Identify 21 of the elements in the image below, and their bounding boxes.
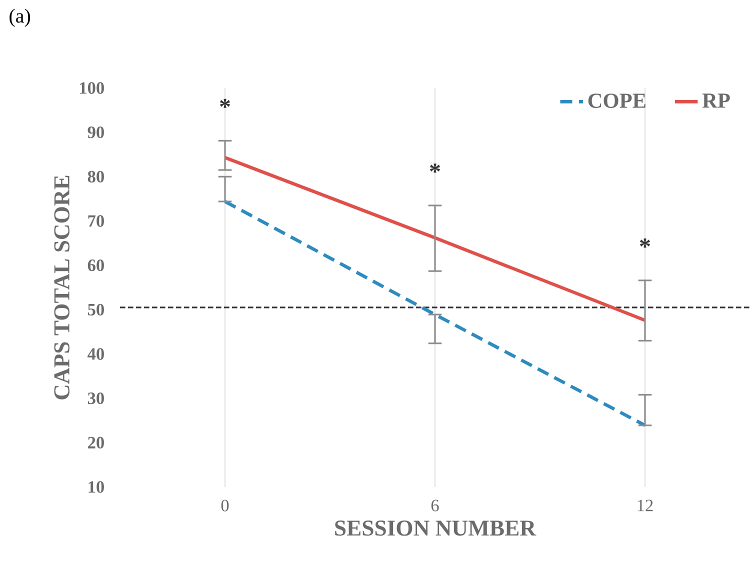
y-tick-label: 100	[80, 82, 104, 94]
y-tick-label: 30	[88, 392, 104, 404]
x-axis-title: SESSION NUMBER	[335, 520, 536, 536]
x-tick-label: 0	[221, 500, 229, 512]
annotation: *	[220, 98, 230, 108]
legend-label: COPE	[588, 94, 646, 108]
y-tick-label: 40	[88, 348, 104, 360]
y-tick-label: 80	[88, 170, 104, 183]
x-tick-label: 12	[638, 500, 653, 512]
y-tick-label: 20	[88, 436, 104, 448]
y-axis-title: CAPS TOTAL SCORE	[54, 176, 70, 400]
legend-label: RP	[702, 94, 730, 108]
y-tick-label: 50	[88, 304, 104, 316]
text: (a)	[10, 8, 30, 27]
y-tick-label: 90	[88, 126, 104, 138]
annotation: *	[640, 238, 650, 248]
x-tick-label: 6	[431, 500, 439, 512]
annotation: *	[430, 164, 440, 173]
y-tick-label: 70	[88, 215, 104, 227]
y-tick-label: 10	[88, 481, 104, 493]
y-tick-label: 60	[88, 259, 104, 272]
